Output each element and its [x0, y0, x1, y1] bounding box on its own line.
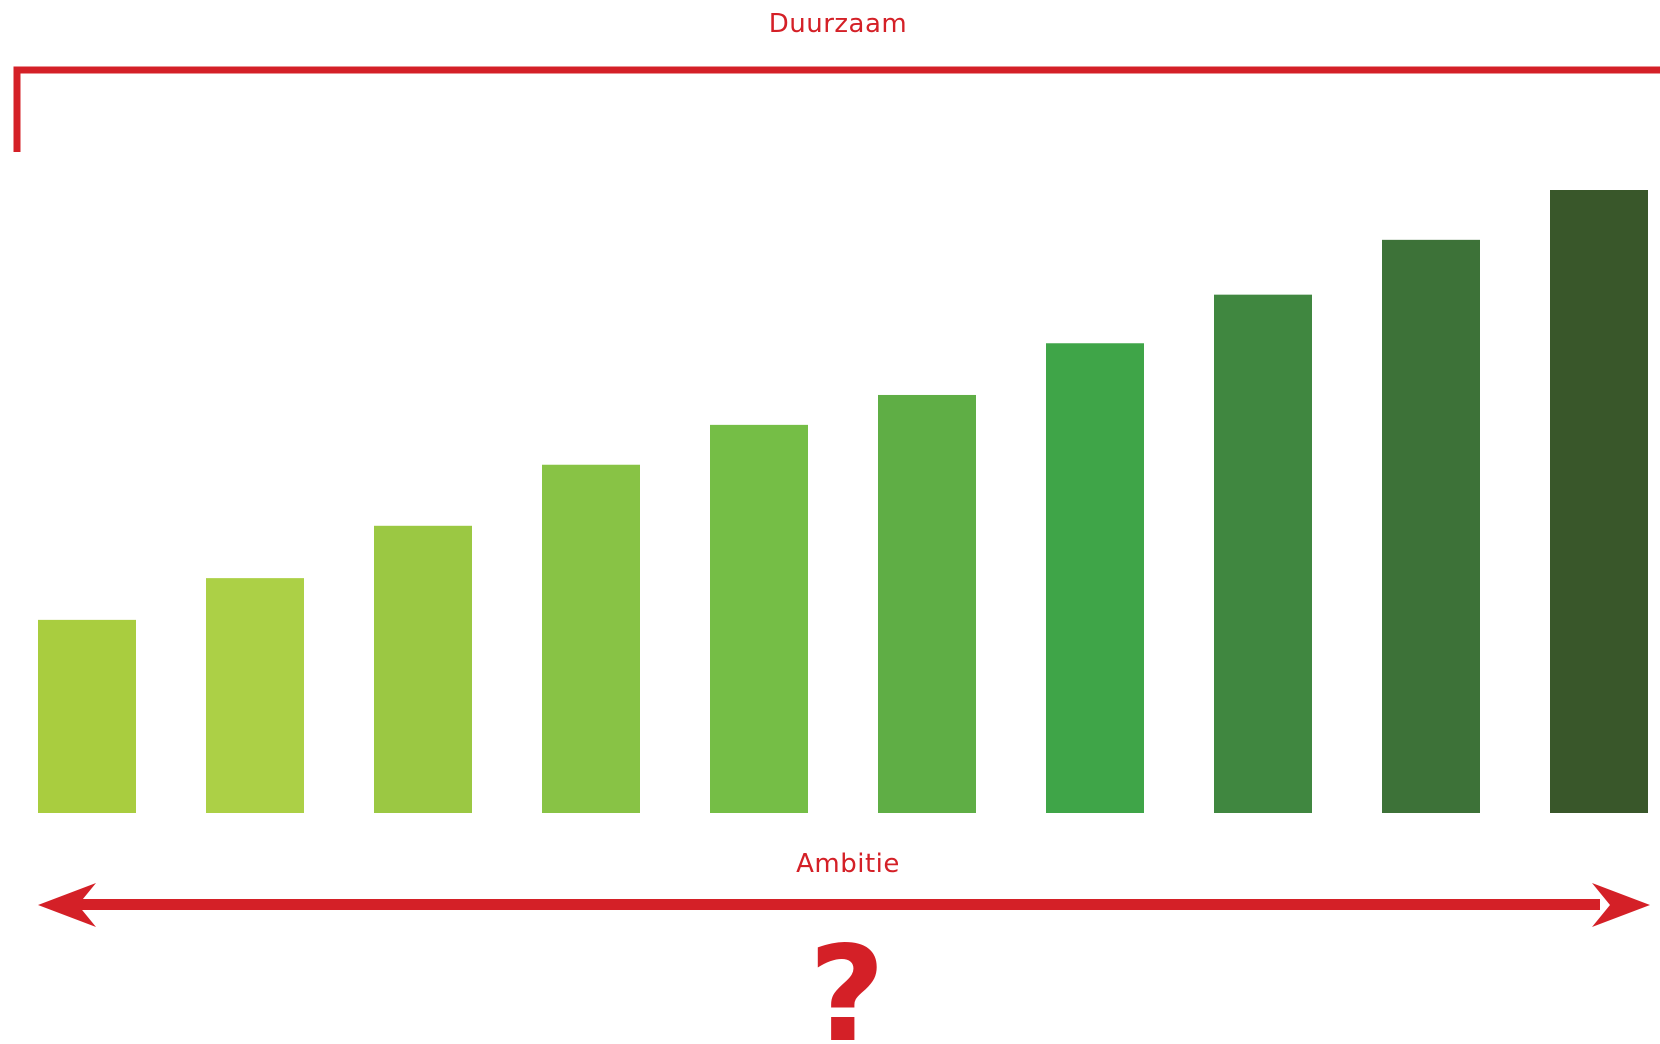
bar-8 [1214, 294, 1312, 813]
arrow-head-right-icon [1592, 883, 1650, 927]
bar-5 [710, 424, 808, 813]
bar-7 [1046, 343, 1144, 813]
arrow-head-left-icon [38, 883, 96, 927]
bottom-label: Ambitie [796, 849, 900, 879]
bar-9 [1382, 239, 1480, 814]
bar-1 [38, 619, 136, 813]
question-mark-icon: ? [809, 918, 886, 1044]
top-bracket [13, 66, 1660, 152]
bar-4 [542, 464, 640, 813]
arrow-shaft [70, 899, 1600, 910]
double-arrow [38, 883, 1650, 927]
bars-group [38, 190, 1648, 814]
bar-10 [1550, 190, 1648, 813]
bar-3 [374, 525, 472, 813]
top-label: Duurzaam [769, 9, 908, 39]
bar-2 [206, 578, 304, 813]
bar-6 [878, 394, 976, 813]
